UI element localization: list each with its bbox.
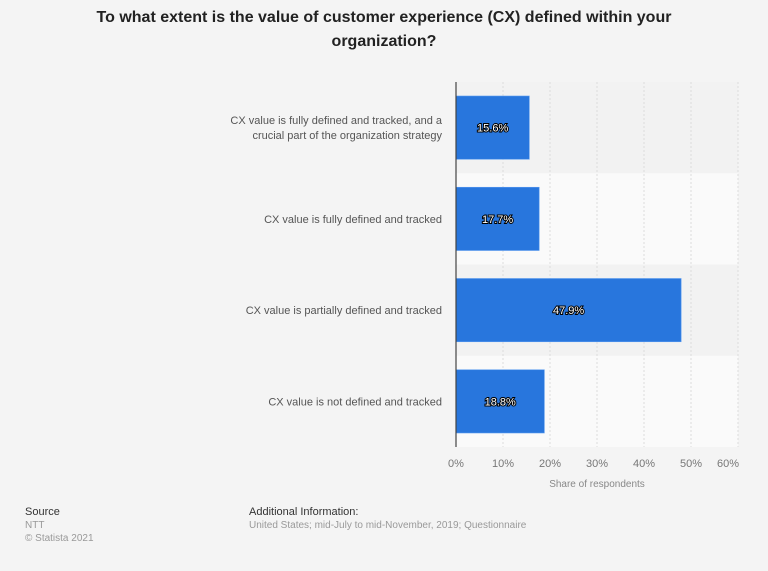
x-tick-label: 30%	[586, 458, 608, 470]
data-label: 18.8%	[485, 396, 516, 408]
copyright: © Statista 2021	[25, 533, 94, 544]
x-axis-title: Share of respondents	[549, 479, 645, 490]
x-tick-label: 50%	[680, 458, 702, 470]
x-tick-label: 0%	[448, 458, 464, 470]
category-label: crucial part of the organization strateg…	[252, 130, 442, 142]
bar	[455, 369, 545, 434]
bar-chart: 0% 10% 20% 30% 40% 50% 60% 15.6% CX value is ful…	[230, 82, 739, 490]
data-label: 17.7%	[482, 214, 513, 226]
x-tick-label: 60%	[717, 458, 739, 470]
bar	[455, 95, 530, 160]
bar	[455, 186, 540, 251]
data-label: 47.9%	[553, 305, 584, 317]
chart-title: To what extent is the value of customer …	[96, 9, 672, 50]
category-label: CX value is not defined and tracked	[268, 396, 442, 408]
bar	[455, 278, 682, 343]
additional-info-value: United States; mid-July to mid-November,…	[249, 520, 527, 531]
data-label: 15.6%	[477, 123, 508, 135]
source-value: NTT	[25, 520, 45, 531]
category-label: CX value is partially defined and tracke…	[246, 305, 442, 317]
source-block: Source NTT © Statista 2021	[25, 506, 94, 545]
source-heading: Source	[25, 506, 60, 518]
x-tick-label: 40%	[633, 458, 655, 470]
additional-info-heading: Additional Information:	[249, 506, 359, 518]
additional-info-block: Additional Information: United States; m…	[249, 506, 526, 532]
x-tick-label: 10%	[492, 458, 514, 470]
x-tick-label: 20%	[539, 458, 561, 470]
category-label: CX value is fully defined and tracked, a…	[230, 115, 442, 127]
category-label: CX value is fully defined and tracked	[264, 214, 442, 226]
